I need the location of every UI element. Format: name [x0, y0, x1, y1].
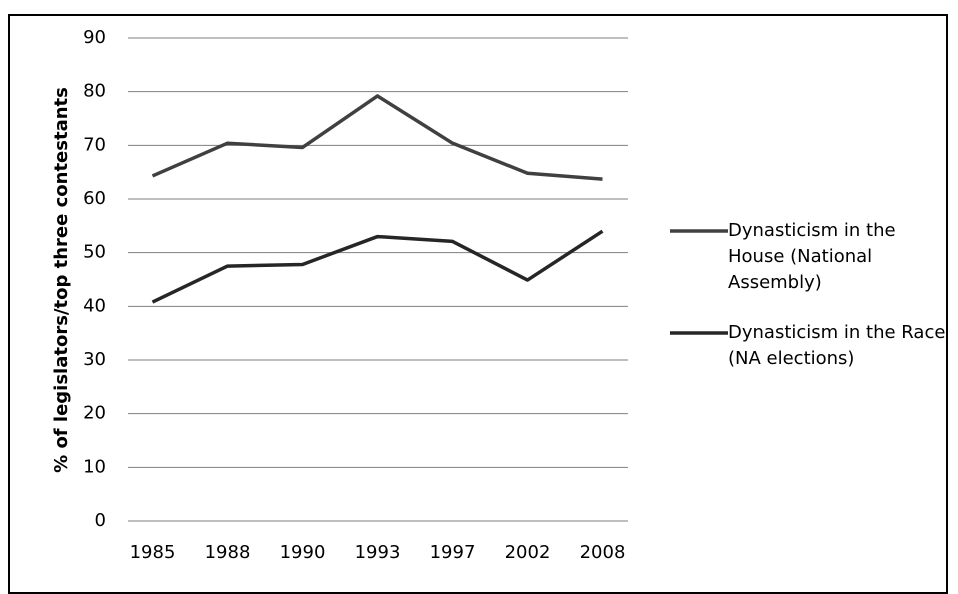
y-tick-label: 10	[83, 456, 106, 477]
legend-label: Dynasticism in the Race (NA elections)	[728, 322, 946, 369]
x-tick-label: 2002	[505, 542, 551, 563]
y-tick-label: 30	[83, 349, 106, 370]
y-tick-label: 70	[83, 134, 106, 155]
x-tick-label: 1988	[205, 542, 251, 563]
legend-label: Dynasticism in the House (National Assem…	[728, 220, 896, 293]
x-tick-label: 1997	[430, 542, 476, 563]
y-axis-label: % of legislators/top three contestants	[51, 87, 72, 473]
y-tick-label: 0	[95, 510, 106, 531]
data-line	[151, 229, 604, 304]
x-tick-label: 1990	[280, 542, 326, 563]
y-tick-label: 60	[83, 188, 106, 209]
x-tick-label: 1993	[355, 542, 401, 563]
y-tick-label: 50	[83, 242, 106, 263]
y-tick-label: 40	[83, 295, 106, 316]
x-tick-label: 1985	[130, 542, 176, 563]
x-tick-label: 2008	[580, 542, 626, 563]
y-tick-label: 80	[83, 81, 106, 102]
data-line	[151, 94, 603, 181]
y-tick-label: 90	[83, 27, 106, 48]
page: % of legislators/top three contestants 0…	[8, 14, 948, 594]
chart: % of legislators/top three contestants 0…	[51, 27, 728, 563]
y-tick-label: 20	[83, 403, 106, 424]
